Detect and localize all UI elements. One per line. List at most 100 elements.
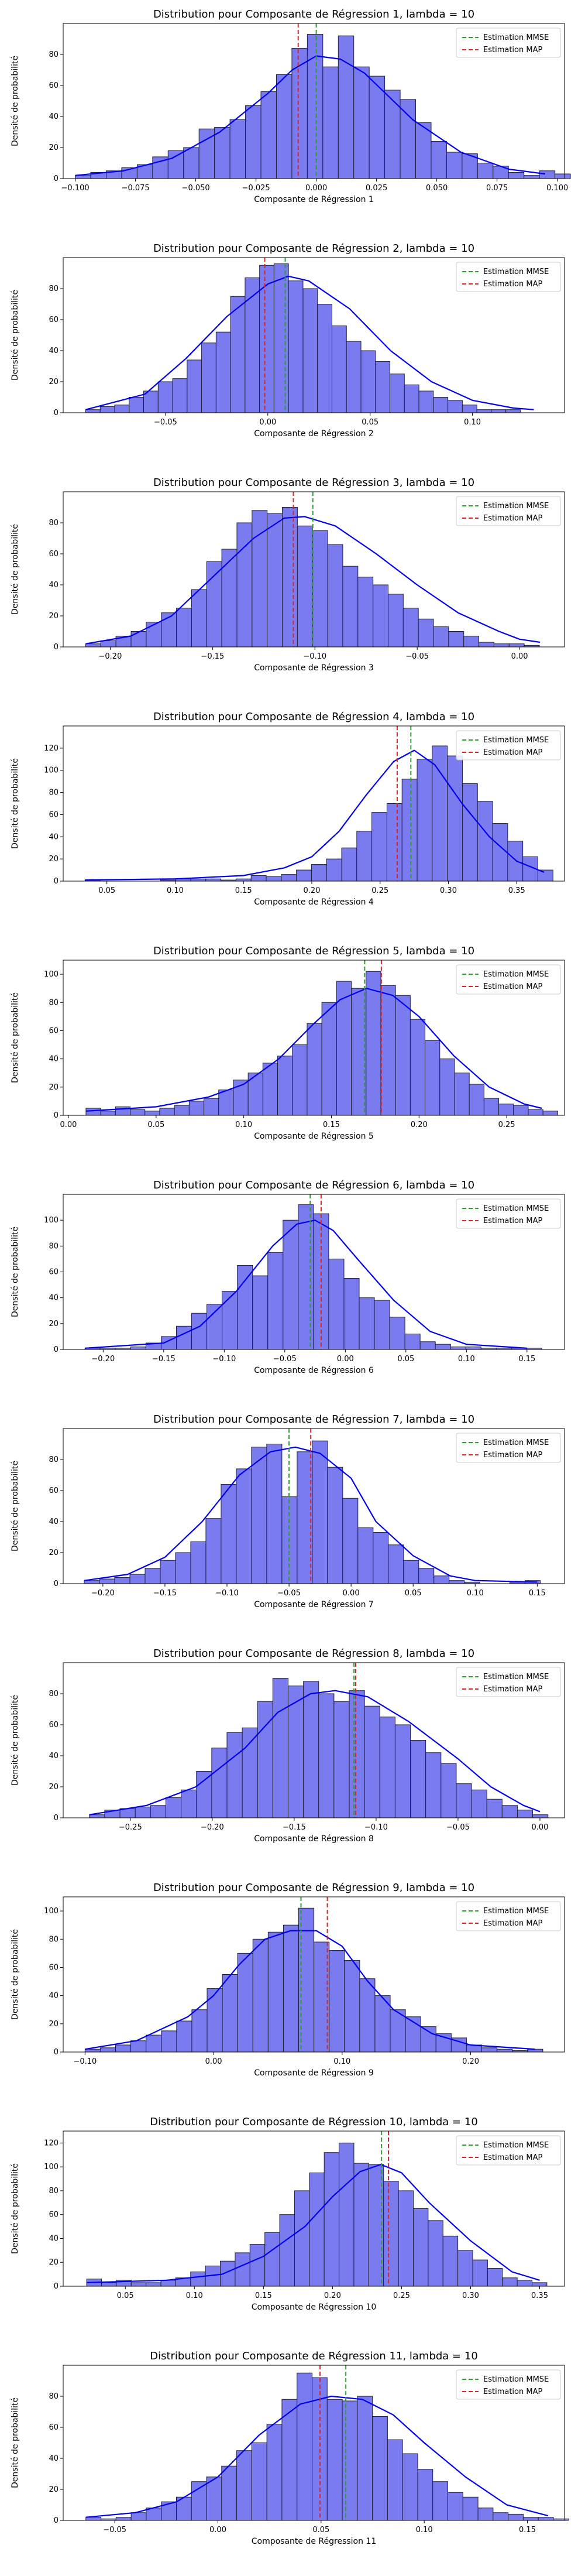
histogram-bar (477, 163, 494, 179)
histogram-bar (187, 359, 202, 413)
x-tick-label: 0.05 (117, 2291, 134, 2300)
histogram-bar (479, 642, 494, 648)
histogram-bar (402, 608, 419, 648)
x-tick-label: 0.25 (393, 2291, 410, 2300)
histogram-bar (222, 1974, 238, 2053)
histogram-bar (312, 530, 328, 648)
histogram-bar (129, 397, 144, 413)
histogram-bar (403, 1560, 419, 1584)
histogram-bar (415, 122, 432, 179)
chart-title: Distribution pour Composante de Régressi… (150, 2350, 478, 2362)
histogram-bar (236, 2450, 252, 2521)
x-tick-label: −0.10 (303, 652, 326, 661)
y-tick-label: 40 (49, 1992, 58, 2000)
legend-map-label: Estimation MAP (483, 982, 542, 991)
histogram-bar (84, 1580, 100, 1584)
x-axis-label: Composante de Régression 10 (252, 2303, 377, 2312)
plot-frame (63, 2130, 565, 2287)
histogram-bar (205, 1518, 222, 1584)
legend-map-label: Estimation MAP (483, 46, 542, 54)
histogram-bar (410, 1019, 426, 1116)
x-tick-label: 0.25 (371, 886, 388, 895)
x-tick-label: −0.05 (446, 1823, 470, 1832)
histogram-bars (84, 1440, 541, 1584)
y-tick-label: 20 (49, 1083, 58, 1092)
legend-mmse-label: Estimation MMSE (483, 2141, 549, 2150)
histogram-bar (260, 91, 277, 179)
histogram-bar (288, 280, 304, 413)
histogram-bar (230, 296, 246, 413)
histogram-bar (259, 265, 274, 413)
legend-mmse-label: Estimation MMSE (483, 268, 549, 276)
y-tick-label: 0 (54, 174, 58, 183)
legend-map-label: Estimation MAP (483, 2153, 542, 2162)
histogram-bar (502, 2277, 518, 2287)
histogram-bar (297, 1451, 313, 1584)
legend-box (456, 1433, 561, 1463)
y-tick-label: 40 (49, 1294, 58, 1303)
histogram-bar (221, 1484, 237, 1584)
histogram-bar (114, 1577, 130, 1584)
histogram-bar (157, 381, 173, 413)
legend-mmse-label: Estimation MMSE (483, 33, 549, 42)
y-tick-label: 0 (54, 1345, 58, 1354)
legend-map-label: Estimation MAP (483, 1451, 542, 1460)
histogram-bar (115, 2517, 132, 2521)
histogram-bar (276, 74, 292, 179)
y-tick-label: 60 (49, 1963, 58, 1972)
histogram-bar (266, 2424, 283, 2521)
histogram-bar (161, 2501, 177, 2521)
y-axis-label: Densité de probabilité (11, 2163, 20, 2254)
histogram-bar (517, 2280, 533, 2287)
histogram-bar (235, 2252, 250, 2287)
y-tick-label: 100 (44, 766, 58, 775)
x-tick-label: 0.25 (498, 1121, 515, 1129)
x-axis-label: Composante de Régression 9 (254, 2068, 374, 2078)
histogram-bar (356, 831, 373, 882)
histogram-bar (242, 1727, 258, 1818)
histogram-bar (539, 170, 556, 179)
histogram-bar (417, 759, 433, 882)
x-tick-label: 0.10 (416, 2526, 433, 2534)
x-tick-label: 0.000 (305, 184, 327, 193)
histogram-bar (130, 1347, 146, 1350)
histogram-bar (176, 608, 192, 648)
histogram-bar (442, 2235, 459, 2287)
x-axis-label: Composante de Régression 3 (254, 663, 374, 673)
histogram-bar (100, 640, 116, 648)
histogram-bar (302, 288, 318, 413)
x-tick-label: 0.30 (440, 886, 457, 895)
y-tick-label: 80 (49, 1242, 58, 1251)
histogram-bar (204, 1098, 219, 1116)
x-tick-label: 0.05 (362, 418, 378, 427)
histogram-bar (277, 1056, 293, 1116)
histogram-bar (410, 1740, 426, 1818)
plot-frame (63, 1428, 565, 1584)
y-tick-label: 0 (54, 409, 58, 417)
chart-11: Distribution pour Composante de Régressi… (11, 2350, 569, 2546)
chart-5: Distribution pour Composante de Régressi… (11, 945, 565, 1141)
histogram-bar (439, 1059, 455, 1116)
histogram-bar (135, 1806, 151, 1818)
histogram-bar (85, 409, 101, 413)
legend-box (456, 28, 561, 58)
x-tick-label: −0.025 (242, 184, 270, 193)
histogram-bar (398, 2190, 414, 2287)
histogram-bar (477, 2508, 494, 2521)
histogram-bar (326, 858, 342, 882)
x-tick-label: 0.00 (259, 418, 276, 427)
histogram-bar (433, 1575, 450, 1584)
histogram-bar (283, 1924, 300, 2053)
y-tick-label: 60 (49, 1026, 58, 1035)
x-tick-label: 0.025 (366, 184, 387, 193)
histogram-bar (487, 2267, 503, 2287)
y-tick-label: 80 (49, 789, 58, 797)
histogram-bar (252, 1275, 269, 1350)
y-tick-label: 80 (49, 2187, 58, 2195)
chart-2: Distribution pour Composante de Régressi… (11, 242, 565, 439)
histogram-bars (85, 971, 558, 1116)
x-axis-label: Composante de Régression 5 (254, 1132, 374, 1141)
x-tick-label: −0.15 (153, 1589, 177, 1598)
histogram-bar (165, 1797, 182, 1818)
histogram-bar (454, 1073, 470, 1116)
